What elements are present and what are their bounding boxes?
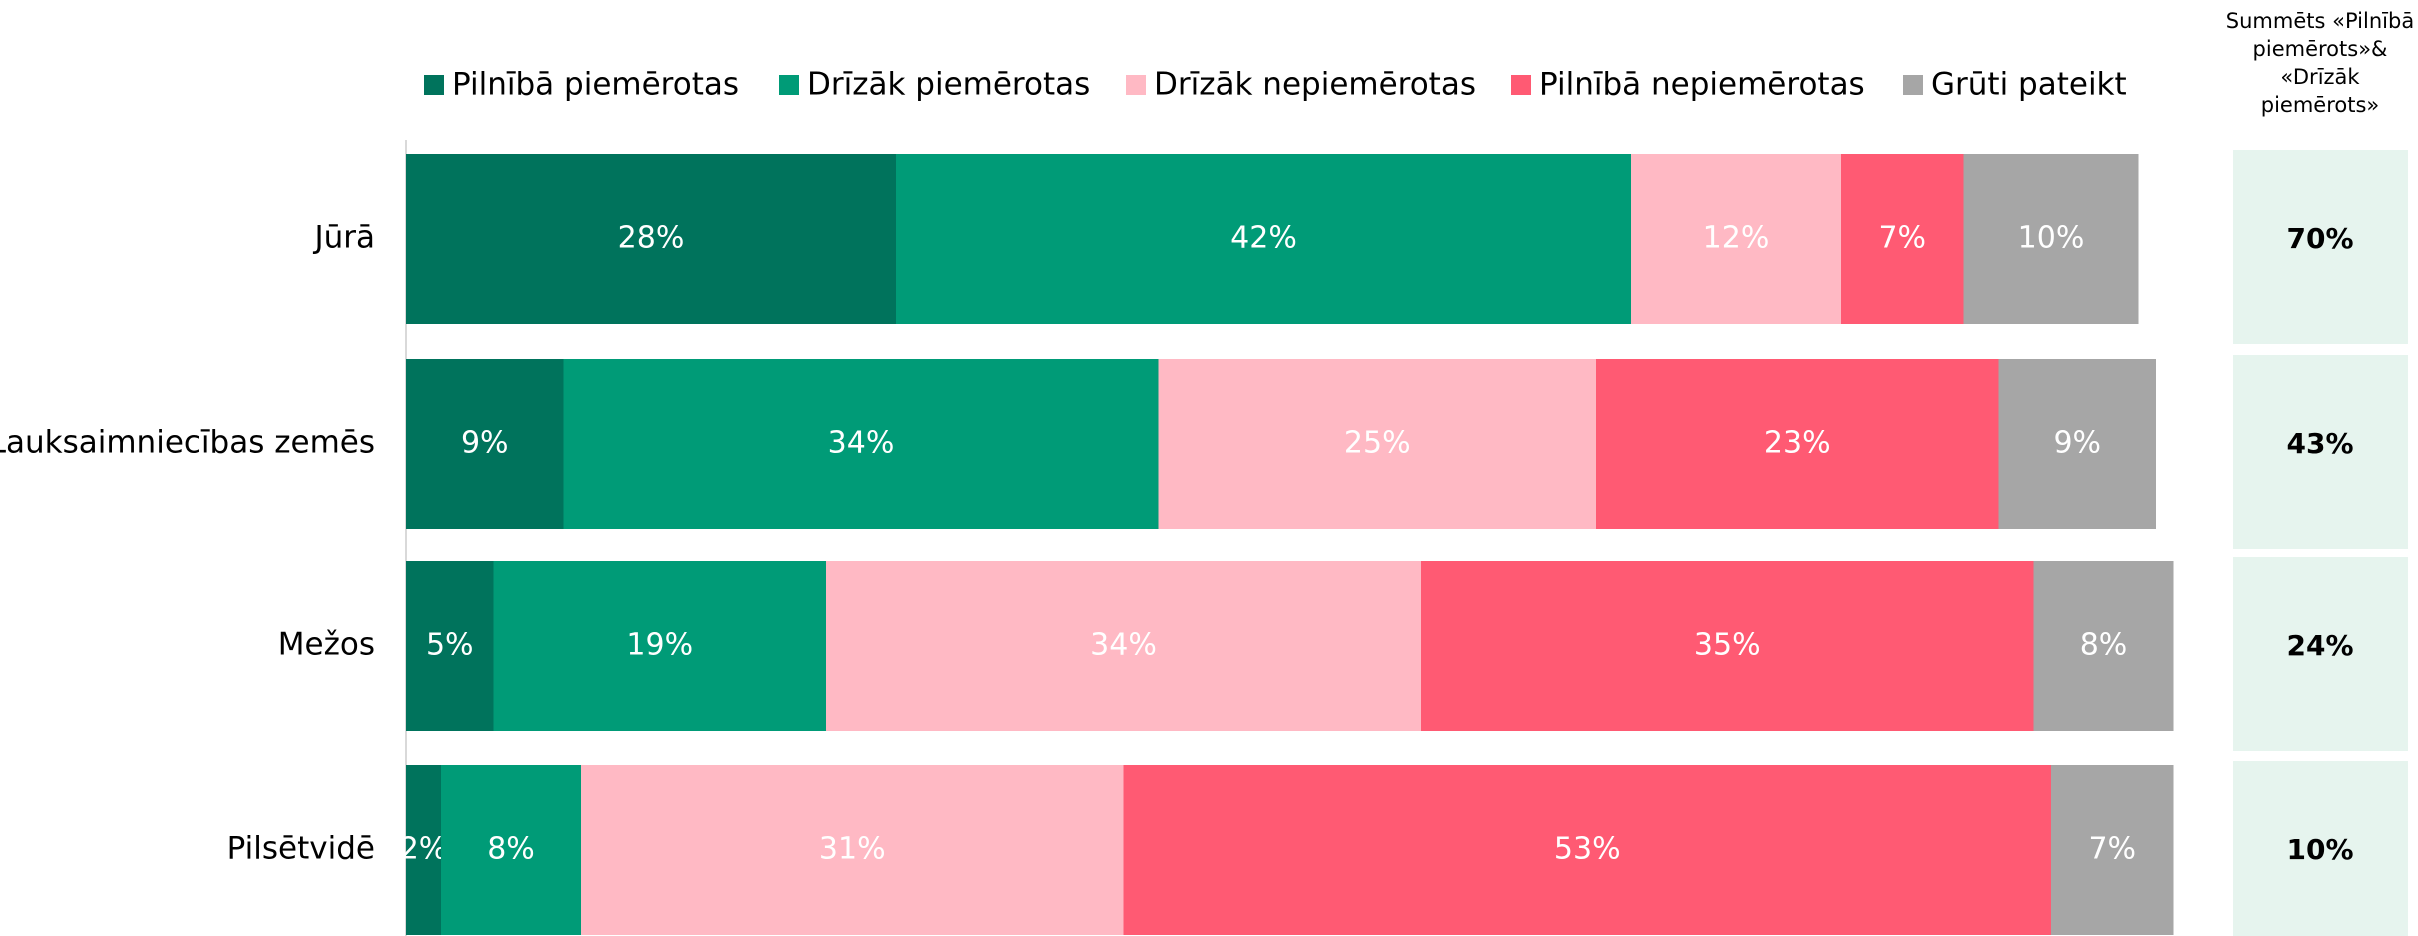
value-label: 25%: [1344, 426, 1411, 461]
summary-title: Summēts «Pilnībā: [2226, 9, 2414, 33]
value-label: 9%: [461, 426, 509, 461]
category-label: Jūrā: [312, 220, 375, 256]
value-label: 2%: [400, 832, 448, 867]
bar-segment: [406, 561, 494, 731]
bar-segment: [2051, 765, 2174, 935]
legend-swatch: [1903, 75, 1923, 95]
bar-segment: [406, 154, 896, 324]
category-label: Pilsētvidē: [227, 831, 375, 867]
summary-title: piemērots»: [2261, 93, 2380, 117]
summary-value: 24%: [2286, 629, 2353, 662]
bar-segment: [896, 154, 1631, 324]
bar-segment: [1963, 154, 2139, 324]
value-label: 35%: [1694, 628, 1761, 663]
legend-label: Drīzāk nepiemērotas: [1154, 67, 1476, 103]
value-label: 10%: [2018, 221, 2085, 256]
summary-value: 43%: [2286, 427, 2353, 460]
legend-label: Pilnībā piemērotas: [452, 67, 739, 103]
value-label: 9%: [2053, 426, 2101, 461]
value-label: 7%: [2088, 832, 2136, 867]
summary-value: 10%: [2286, 833, 2353, 866]
value-label: 5%: [426, 628, 474, 663]
bar-segment: [1421, 561, 2034, 731]
bar-segment: [1631, 154, 1841, 324]
legend-label: Grūti pateikt: [1931, 67, 2127, 103]
legend-swatch: [424, 75, 444, 95]
value-label: 8%: [2080, 628, 2128, 663]
summary-title: «Drīzāk: [2280, 65, 2360, 89]
category-label: Lauksaimniecības zemēs: [0, 425, 375, 461]
legend-swatch: [1511, 75, 1531, 95]
value-label: 7%: [1878, 221, 1926, 256]
summary-cell: [2233, 557, 2408, 751]
bar-segment: [563, 359, 1159, 529]
value-label: 12%: [1703, 221, 1770, 256]
value-label: 53%: [1554, 832, 1621, 867]
value-label: 28%: [618, 221, 685, 256]
value-label: 8%: [487, 832, 535, 867]
bar-segment: [1158, 359, 1596, 529]
bar-segment: [1596, 359, 1999, 529]
value-label: 31%: [819, 832, 886, 867]
bar-segment: [581, 765, 1124, 935]
legend-label: Pilnībā nepiemērotas: [1539, 67, 1865, 103]
value-label: 34%: [1090, 628, 1157, 663]
summary-cell: [2233, 355, 2408, 549]
summary-title: piemērots»&: [2253, 37, 2388, 61]
value-label: 42%: [1230, 221, 1297, 256]
bar-segment: [1123, 765, 2051, 935]
bar-segment: [406, 765, 441, 935]
summary-value: 70%: [2286, 222, 2353, 255]
summary-cell: [2233, 761, 2408, 936]
bar-segment: [1841, 154, 1964, 324]
bar-segment: [2033, 561, 2174, 731]
value-label: 23%: [1764, 426, 1831, 461]
legend-swatch: [779, 75, 799, 95]
bar-segment: [406, 359, 564, 529]
category-label: Mežos: [278, 627, 375, 663]
bar-segment: [441, 765, 581, 935]
bar-segment: [1998, 359, 2156, 529]
bar-segment: [493, 561, 826, 731]
bar-segment: [826, 561, 1421, 731]
summary-cell: [2233, 150, 2408, 344]
value-label: 19%: [626, 628, 693, 663]
legend-swatch: [1126, 75, 1146, 95]
value-label: 34%: [828, 426, 895, 461]
legend-label: Drīzāk piemērotas: [807, 67, 1090, 103]
